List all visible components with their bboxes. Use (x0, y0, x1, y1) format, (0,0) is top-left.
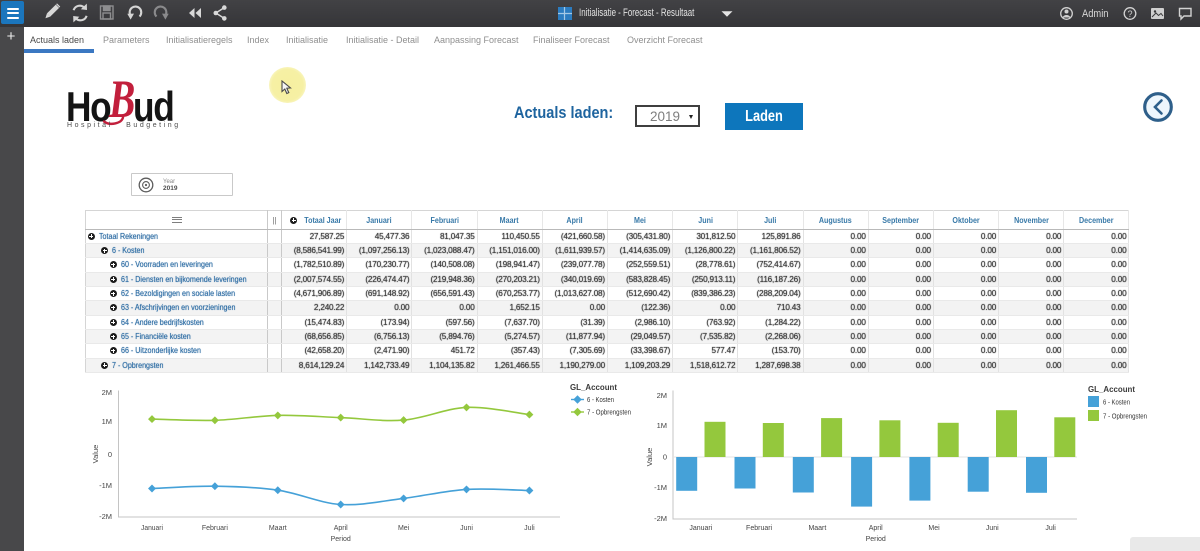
svg-text:6 - Kosten: 6 - Kosten (587, 395, 614, 404)
svg-text:Februari: Februari (746, 525, 773, 532)
svg-text:April: April (334, 525, 348, 532)
svg-text:2M: 2M (102, 388, 112, 397)
svg-text:7 - Opbrengsten: 7 - Opbrengsten (587, 408, 631, 417)
svg-text:?: ? (1127, 9, 1132, 19)
svg-text:Juli: Juli (1045, 525, 1056, 532)
svg-text:Juni: Juni (986, 525, 999, 532)
svg-text:Februari: Februari (202, 525, 229, 532)
svg-text:0: 0 (108, 450, 112, 459)
svg-text:April: April (869, 525, 883, 532)
svg-text:Value: Value (645, 448, 654, 467)
svg-text:1M: 1M (657, 421, 667, 430)
svg-text:Januari: Januari (689, 525, 712, 532)
svg-text:Juli: Juli (524, 525, 535, 532)
svg-text:Mei: Mei (398, 525, 410, 532)
svg-text:7 - Opbrengsten: 7 - Opbrengsten (1103, 412, 1147, 421)
svg-text:Period: Period (331, 536, 351, 543)
svg-text:6 - Kosten: 6 - Kosten (1103, 398, 1130, 407)
svg-text:-1M: -1M (99, 481, 112, 490)
svg-text:Januari: Januari (141, 525, 163, 532)
svg-text:-2M: -2M (99, 512, 112, 521)
svg-text:Period: Period (866, 536, 886, 543)
svg-text:Mei: Mei (928, 525, 940, 532)
svg-text:GL_Account: GL_Account (1088, 385, 1135, 394)
svg-text:-1M: -1M (654, 483, 667, 492)
svg-text:2M: 2M (657, 391, 667, 400)
svg-text:Maart: Maart (269, 525, 287, 532)
svg-text:Maart: Maart (808, 525, 826, 532)
svg-text:GL_Account: GL_Account (570, 383, 617, 392)
svg-text:-2M: -2M (654, 514, 667, 523)
svg-text:0: 0 (663, 453, 667, 462)
svg-text:Juni: Juni (460, 525, 473, 532)
svg-text:1M: 1M (102, 417, 112, 426)
svg-text:Value: Value (91, 445, 100, 464)
